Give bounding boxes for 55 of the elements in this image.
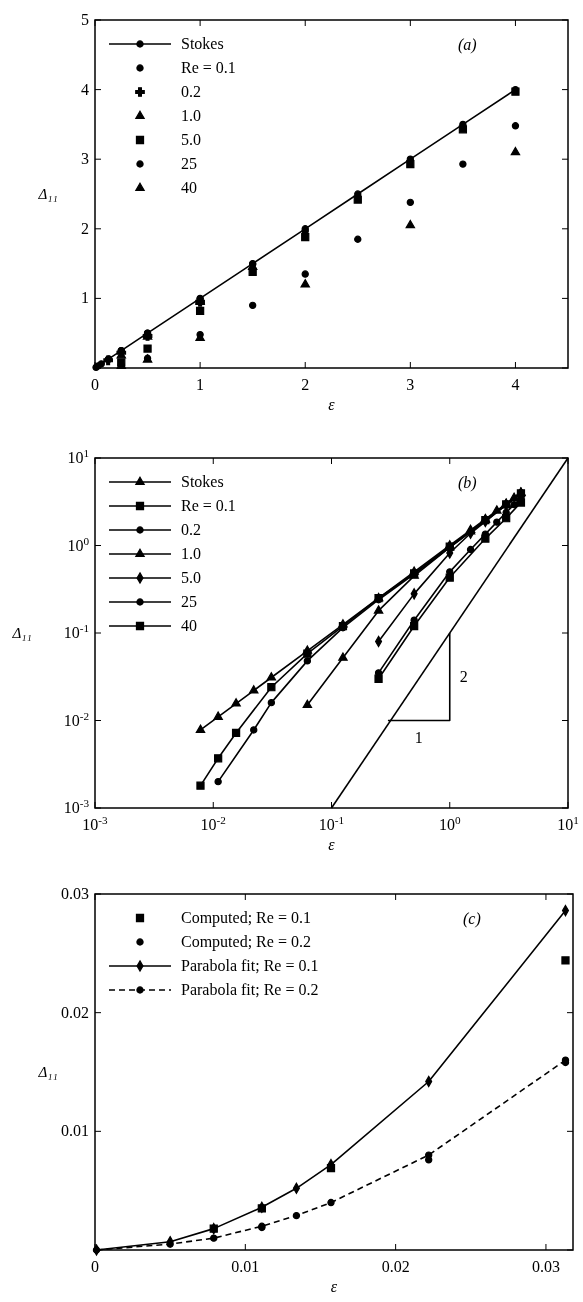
x-axis-title: ε [328,836,336,853]
y-tick-label: 0.02 [61,1003,89,1021]
y-tick-label: 0.03 [61,885,89,902]
x-tick-label: 10$^{-1}$ [318,814,345,833]
x-axis-title: ε [328,396,336,413]
legend-label: 40 [181,179,197,196]
legend-label: Parabola fit; Re = 0.1 [181,957,319,974]
legend-label: 1.0 [181,107,201,124]
legend-label: 0.2 [181,521,201,538]
legend-label: Re = 0.1 [181,497,236,514]
x-tick-label: 10$^{1}$ [557,814,579,833]
x-tick-label: 4 [511,376,520,393]
legend-label: 25 [181,155,197,172]
y-tick-label: 4 [81,80,89,98]
text: (c) [463,910,481,928]
y-tick-label: 3 [81,150,89,168]
y-tick-label: 1 [81,289,89,307]
y-tick-label: 5 [81,11,89,28]
x-tick-label: 3 [406,376,415,393]
text: (b) [458,474,477,492]
x-tick-label: 10$^{-2}$ [200,814,226,833]
annotation: 1 [414,728,423,746]
x-tick-label: 2 [301,376,310,393]
y-tick-label: 10$^{-2}$ [63,709,89,729]
x-tick-label: 10$^{0}$ [438,814,461,833]
legend-label: Stokes [181,35,224,52]
legend-label: Re = 0.1 [181,59,236,76]
legend-label: 25 [181,593,197,610]
y-tick-label: 10$^{-1}$ [63,622,89,641]
x-tick-label: 1 [196,376,205,393]
legend-label: Computed; Re = 0.2 [181,933,311,951]
legend-label: 40 [181,617,197,634]
x-tick-label: 0 [91,1258,99,1275]
legend-label: Parabola fit; Re = 0.2 [181,981,319,998]
y-axis-title: Δ₁₁ [37,186,58,202]
x-tick-label: 0.02 [381,1258,410,1275]
x-tick-label: 0.01 [231,1258,260,1275]
y-axis-title: Δ₁₁ [11,625,32,641]
y-tick-label: 10$^{0}$ [67,534,90,554]
y-tick-label: 2 [81,219,89,237]
annotation: 2 [459,667,468,685]
y-tick-label: 0.01 [61,1122,89,1140]
x-axis-title: ε [330,1278,338,1295]
y-axis-title: Δ₁₁ [37,1064,58,1080]
y-tick-label: 10$^{-3}$ [63,797,90,816]
legend-label: Stokes [181,473,224,490]
text: (a) [458,36,477,54]
legend-label: 0.2 [181,83,201,100]
x-tick-label: 0 [91,376,99,393]
legend-label: 1.0 [181,545,201,562]
legend-label: Computed; Re = 0.1 [181,909,311,927]
legend-label: 5.0 [181,569,201,586]
legend-label: 5.0 [181,131,201,148]
y-tick-label: 10$^{1}$ [67,447,89,466]
x-tick-label: 0.03 [531,1258,560,1275]
